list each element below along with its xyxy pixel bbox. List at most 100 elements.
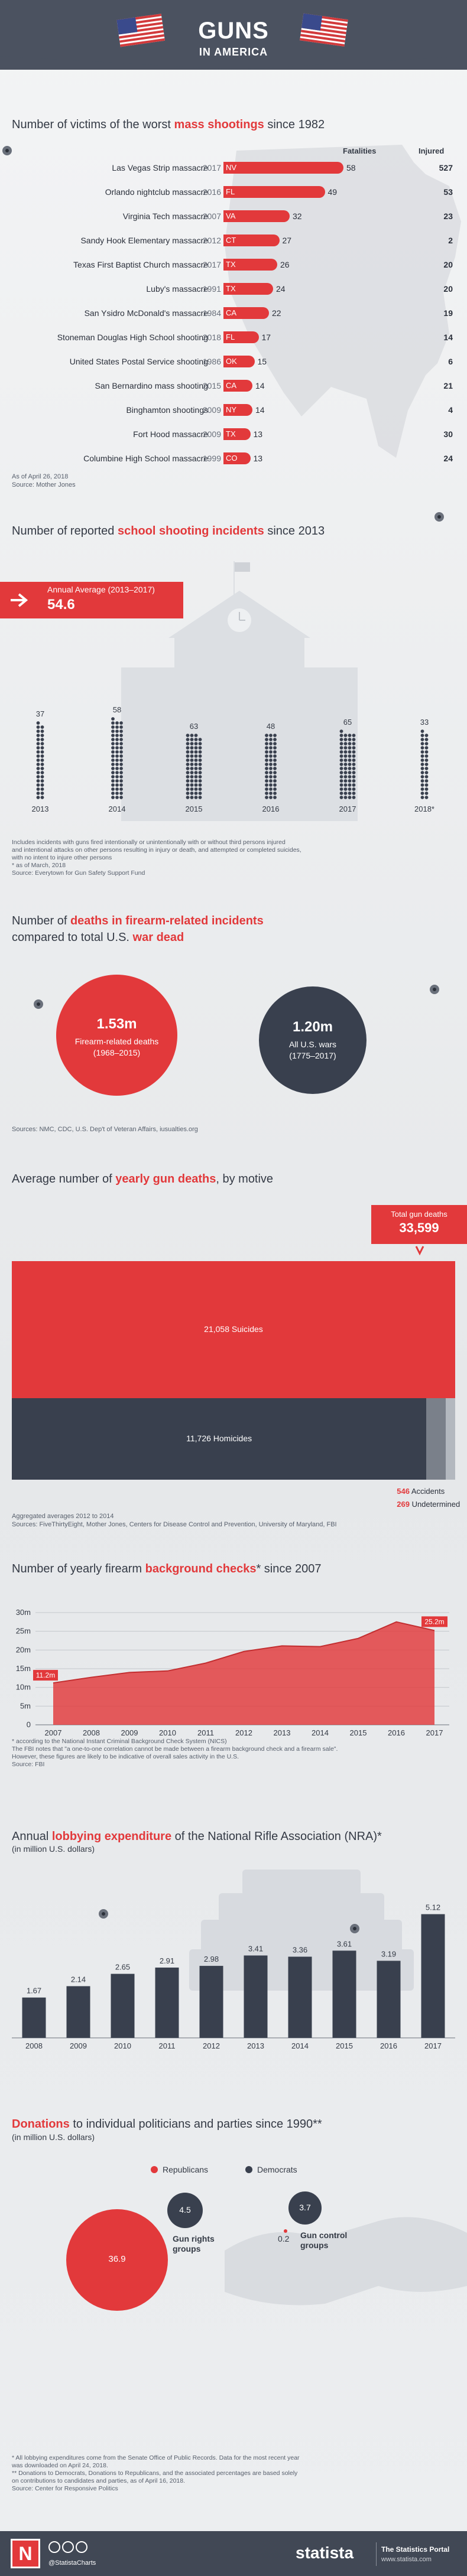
dot: [352, 763, 356, 766]
dot: [40, 734, 44, 737]
dot: [343, 779, 348, 783]
dot: [115, 758, 119, 762]
fatalities-bar: [223, 404, 252, 416]
bar: [377, 1961, 401, 2038]
annual-average-label: Annual Average (2013–2017): [47, 585, 155, 594]
portal-url[interactable]: www.statista.com: [381, 2556, 432, 2563]
dot: [420, 734, 424, 737]
bullet-hole-icon: [350, 1924, 359, 1933]
dot: [348, 771, 352, 774]
dot: [111, 750, 115, 754]
undetermined-block: [445, 1398, 455, 1480]
dot: [40, 742, 44, 745]
dot: [420, 754, 424, 758]
fatalities-value: 13: [253, 454, 263, 463]
dot: [339, 730, 343, 733]
year-label: 2014: [109, 805, 126, 813]
start-callout-label: 11.2m: [36, 1671, 55, 1679]
dot: [339, 746, 343, 750]
dot: [348, 796, 352, 799]
dot: [265, 775, 268, 779]
dot: [424, 771, 429, 774]
dot: [111, 758, 115, 762]
value-label: 58: [113, 705, 121, 714]
dot: [198, 779, 202, 783]
state-label: CT: [226, 236, 236, 245]
dot: [198, 771, 202, 774]
dot: [339, 783, 343, 787]
dot: [115, 730, 119, 733]
dot: [119, 750, 123, 754]
fatalities-bar: [223, 235, 280, 246]
dot: [420, 792, 424, 795]
war-dead-value: 1.20m: [292, 1019, 333, 1035]
dot: [190, 767, 194, 770]
year-label: 2016: [262, 805, 280, 813]
incident-name: Las Vegas Strip massacre: [112, 163, 208, 172]
dot: [420, 746, 424, 750]
dot: [111, 717, 115, 721]
x-tick-label: 2012: [235, 1728, 252, 1737]
dot: [424, 750, 429, 754]
x-tick-label: 2016: [380, 2041, 397, 2050]
incident-year: 1986: [202, 357, 221, 366]
fatalities-bar: [223, 356, 255, 367]
dot: [352, 787, 356, 791]
dot: [424, 746, 429, 750]
dot: [424, 738, 429, 741]
dot: [186, 779, 190, 783]
injured-value: 527: [439, 163, 453, 172]
y-tick-label: 10m: [16, 1683, 31, 1692]
dot: [420, 730, 424, 733]
fatalities-header: Fatalities: [343, 146, 377, 155]
dot: [198, 796, 202, 799]
dot: [273, 763, 277, 766]
war-dead-label: All U.S. wars: [288, 1040, 337, 1049]
dot: [36, 796, 40, 799]
dot: [186, 767, 190, 770]
twitter-handle[interactable]: @StatistaCharts: [48, 2559, 96, 2567]
header-shape: [0, 0, 467, 70]
dot: [198, 746, 202, 750]
dot: [194, 783, 198, 787]
dot: [273, 783, 277, 787]
incident-year: 2018: [202, 333, 221, 342]
injured-value: 20: [443, 260, 453, 269]
injured-value: 20: [443, 284, 453, 294]
dot: [343, 738, 348, 741]
dot: [190, 779, 194, 783]
year-label: 2013: [32, 805, 49, 813]
us-flag-icon: [300, 13, 348, 47]
donations-title: Donations to individual politicians and …: [12, 2118, 322, 2131]
dot: [119, 796, 123, 799]
rep-gun-control-value: 0.2: [278, 2234, 290, 2243]
background-checks-title: Number of yearly firearm background chec…: [12, 1562, 322, 1575]
dot: [339, 763, 343, 766]
dot: [115, 787, 119, 791]
dot: [269, 754, 273, 758]
dot: [198, 742, 202, 745]
dot: [198, 792, 202, 795]
fatalities-value: 15: [257, 357, 267, 366]
dot: [190, 792, 194, 795]
y-tick-label: 5m: [20, 1701, 31, 1710]
dot: [40, 775, 44, 779]
x-tick-label: 2011: [159, 2041, 176, 2050]
bar: [332, 1950, 356, 2038]
legend-democrats-swatch: [245, 2166, 252, 2173]
bar: [421, 1914, 445, 2038]
dot: [115, 779, 119, 783]
dot: [40, 730, 44, 733]
dot-column: [420, 730, 429, 799]
incident-name: Texas First Baptist Church massacre: [73, 260, 208, 269]
dot: [36, 775, 40, 779]
dot: [119, 754, 123, 758]
arrow-down-icon: [415, 1246, 424, 1256]
dot: [352, 792, 356, 795]
fatalities-bar: [223, 428, 251, 440]
dot: [269, 746, 273, 750]
value-label: 48: [267, 722, 275, 731]
dot: [343, 792, 348, 795]
state-label: CO: [226, 454, 238, 463]
dot: [424, 767, 429, 770]
